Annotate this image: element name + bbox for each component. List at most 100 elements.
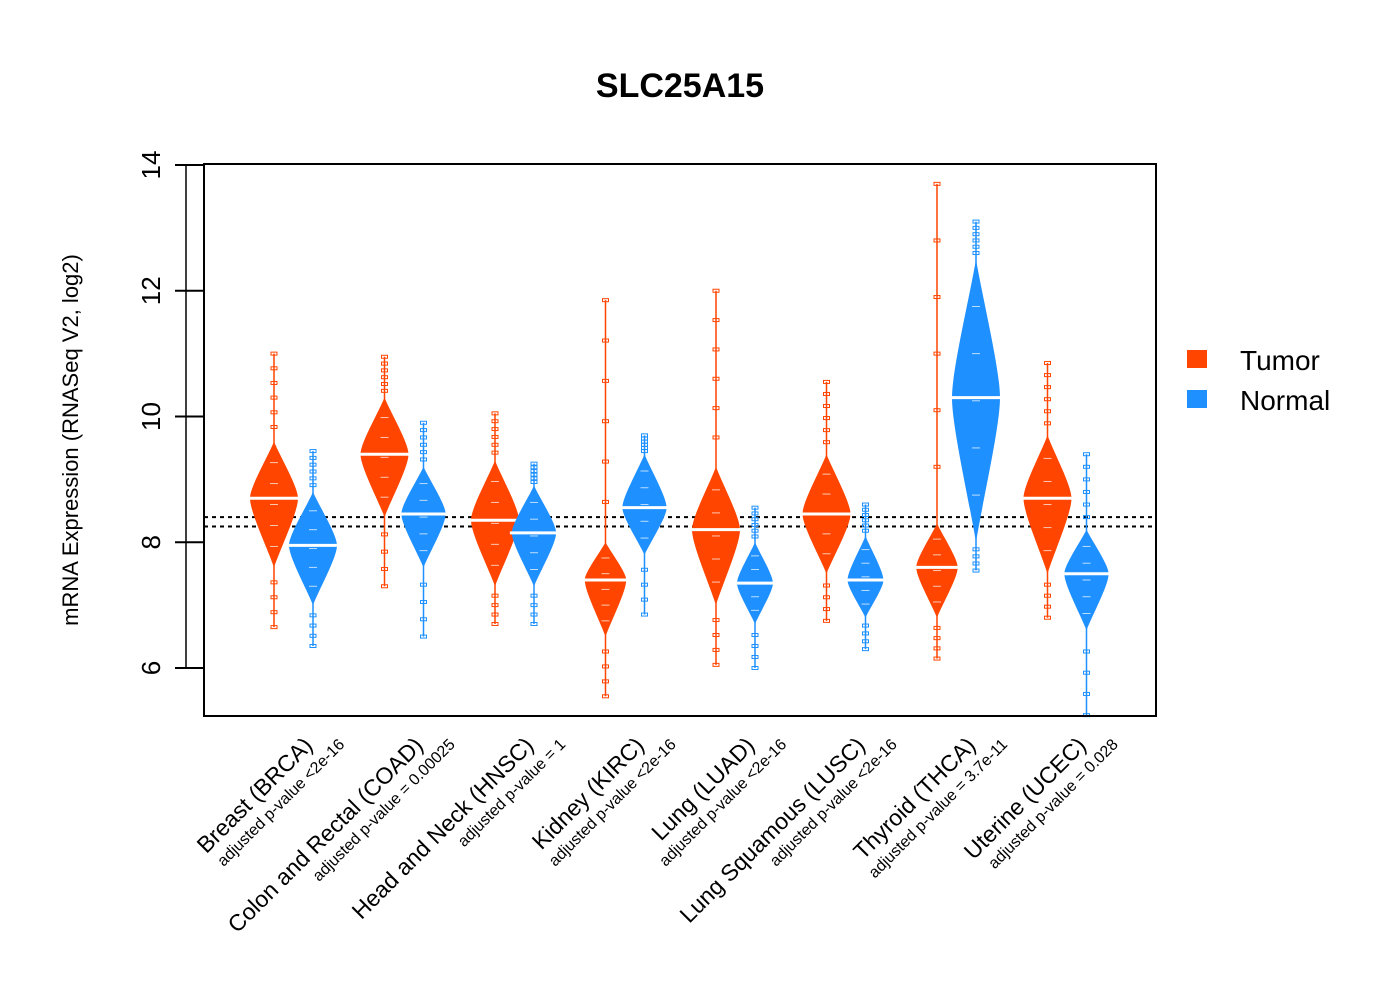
outlier-point — [823, 416, 830, 421]
outlier-point — [823, 440, 830, 445]
outlier-point — [862, 523, 869, 528]
outlier-point — [530, 612, 538, 617]
violins — [248, 181, 1111, 718]
violin-normal-6 — [950, 219, 1002, 573]
outlier-point — [309, 623, 317, 628]
violin-normal-4 — [735, 505, 775, 670]
outlier-point — [972, 251, 980, 256]
outlier-point — [602, 679, 609, 684]
outlier-point — [381, 382, 388, 387]
outlier-point — [712, 347, 720, 352]
outlier-point — [862, 631, 869, 636]
violin-normal-3 — [620, 433, 669, 617]
outlier-point — [602, 694, 609, 699]
outlier-point — [862, 623, 869, 628]
outlier-point — [751, 517, 759, 522]
outlier-point — [751, 528, 759, 533]
outlier-point — [309, 462, 317, 467]
outlier-point — [381, 532, 388, 537]
outlier-point — [381, 375, 388, 380]
outlier-point — [751, 534, 759, 539]
outlier-point — [1083, 464, 1090, 469]
outlier-point — [823, 618, 830, 623]
outlier-point — [602, 499, 609, 504]
outlier-point — [420, 599, 427, 604]
outlier-point — [751, 666, 759, 670]
legend-swatch-normal — [1187, 390, 1207, 408]
outlier-point — [420, 435, 427, 440]
outlier-point — [530, 621, 538, 626]
outlier-point — [823, 595, 830, 600]
violin-tumor-3 — [582, 298, 629, 699]
outlier-point — [933, 656, 941, 661]
outlier-point — [1083, 477, 1090, 482]
outlier-point — [712, 318, 720, 323]
outlier-point — [381, 549, 388, 554]
outlier-point — [602, 649, 609, 654]
outlier-point — [712, 288, 720, 293]
outlier-point — [530, 593, 538, 598]
outlier-point — [751, 654, 759, 659]
outlier-point — [823, 379, 830, 384]
outlier-point — [933, 464, 941, 469]
outlier-point — [491, 434, 499, 439]
outlier-point — [972, 244, 980, 249]
outlier-point — [270, 380, 278, 385]
outlier-point — [309, 449, 317, 454]
outlier-point — [491, 450, 499, 455]
outlier-point — [491, 612, 499, 617]
y-tick-label: 12 — [136, 276, 166, 305]
outlier-point — [1044, 385, 1051, 390]
outlier-point — [972, 225, 980, 230]
outlier-point — [933, 408, 941, 413]
outlier-point — [862, 513, 869, 518]
violin-normal-1 — [399, 420, 448, 639]
outlier-point — [933, 351, 941, 356]
outlier-point — [309, 483, 317, 488]
outlier-point — [420, 420, 427, 425]
y-axis: 6 8 10 12 14 — [136, 151, 204, 675]
outlier-point — [1044, 615, 1051, 620]
outlier-point — [491, 419, 499, 424]
outlier-point — [972, 561, 980, 566]
violin-normal-5 — [845, 502, 886, 652]
outlier-point — [602, 298, 609, 303]
outlier-point — [309, 469, 317, 474]
outlier-point — [491, 621, 499, 626]
outlier-point — [491, 427, 499, 432]
outlier-point — [420, 617, 427, 622]
outlier-point — [309, 455, 317, 460]
outlier-point — [270, 366, 278, 371]
legend-label-normal: Normal — [1240, 385, 1330, 416]
outlier-point — [641, 433, 648, 438]
outlier-point — [712, 406, 720, 411]
violin-tumor-4 — [690, 288, 742, 667]
outlier-point — [381, 566, 388, 571]
outlier-point — [270, 351, 278, 356]
outlier-point — [933, 625, 941, 630]
outlier-point — [270, 395, 278, 400]
outlier-point — [862, 528, 869, 533]
outlier-point — [933, 238, 941, 243]
outlier-point — [381, 368, 388, 373]
outlier-point — [420, 634, 427, 639]
legend: Tumor Normal — [1187, 345, 1330, 416]
outlier-point — [309, 613, 317, 618]
outlier-point — [933, 636, 941, 641]
outlier-point — [530, 479, 538, 484]
outlier-point — [751, 511, 759, 516]
outlier-point — [602, 338, 609, 343]
outlier-point — [309, 476, 317, 481]
outlier-point — [862, 518, 869, 523]
outlier-point — [641, 612, 648, 617]
outlier-point — [270, 424, 278, 429]
legend-label-tumor: Tumor — [1240, 345, 1320, 376]
outlier-point — [751, 643, 759, 648]
reference-lines — [204, 516, 1156, 528]
outlier-point — [1044, 373, 1051, 378]
outlier-point — [641, 582, 648, 587]
outlier-point — [270, 410, 278, 415]
violin-tumor-6 — [914, 181, 960, 661]
outlier-point — [602, 419, 609, 424]
